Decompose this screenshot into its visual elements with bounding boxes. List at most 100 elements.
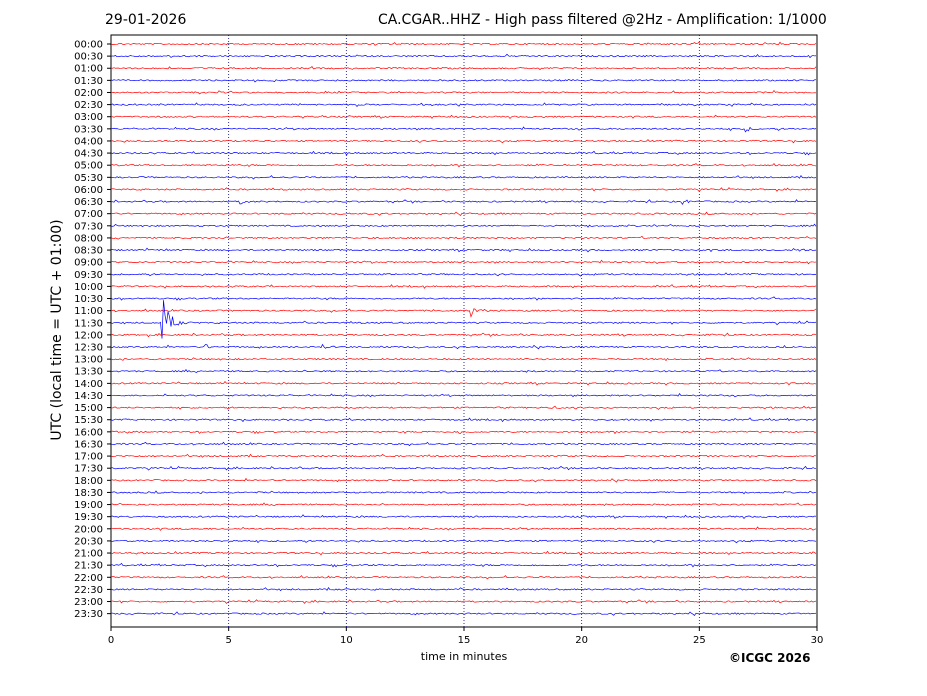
x-tick-label: 30 — [811, 635, 824, 646]
trace-row-0830 — [110, 247, 817, 253]
trace-row-1200 — [110, 332, 817, 338]
trace-row-0900 — [110, 259, 817, 265]
y-tick-label: 19:30 — [74, 512, 103, 523]
trace-row-1230 — [110, 343, 817, 350]
y-tick-label: 20:30 — [74, 536, 103, 547]
y-tick-label: 22:30 — [74, 585, 103, 596]
trace-row-1800 — [110, 477, 817, 483]
y-tick-label: 15:30 — [74, 415, 103, 426]
trace-row-0000 — [110, 41, 817, 46]
trace-row-2300 — [110, 599, 817, 604]
y-tick-label: 06:30 — [74, 197, 103, 208]
y-tick-label: 04:30 — [74, 149, 103, 160]
trace-row-2200 — [110, 575, 817, 580]
trace-row-0700 — [110, 211, 817, 216]
y-tick-label: 02:00 — [74, 88, 103, 99]
trace-row-1930 — [110, 514, 817, 519]
y-tick-label: 21:00 — [74, 549, 103, 560]
trace-row-0600 — [110, 187, 817, 192]
trace-row-0400 — [110, 139, 817, 144]
trace-row-2100 — [110, 550, 817, 556]
y-tick-label: 23:30 — [74, 609, 103, 620]
trace-row-1430 — [110, 393, 817, 398]
y-tick-label: 11:00 — [74, 306, 103, 317]
plot-frame — [110, 34, 818, 628]
trace-row-1400 — [110, 380, 817, 386]
trace-row-2000 — [110, 526, 817, 531]
y-tick-label: 19:00 — [74, 500, 103, 511]
x-tick-label: 10 — [340, 635, 353, 646]
copyright-text: ©ICGC 2026 — [729, 651, 811, 665]
trace-row-0300 — [110, 114, 817, 120]
y-tick-label: 13:30 — [74, 367, 103, 378]
y-tick-label: 18:00 — [74, 476, 103, 487]
trace-row-1300 — [110, 357, 817, 362]
y-tick-label: 12:00 — [74, 330, 103, 341]
y-tick-label: 11:30 — [74, 318, 103, 329]
x-tick-label: 5 — [225, 635, 231, 646]
y-tick-label: 06:00 — [74, 185, 103, 196]
trace-row-2030 — [110, 539, 817, 544]
trace-row-1600 — [110, 430, 817, 435]
y-tick-label: 16:00 — [74, 427, 103, 438]
y-tick-label: 01:00 — [74, 64, 103, 75]
y-tick-label: 07:30 — [74, 221, 103, 232]
trace-row-0230 — [110, 102, 817, 107]
trace-row-0130 — [110, 79, 817, 83]
trace-row-0030 — [110, 53, 817, 59]
trace-row-2130 — [110, 562, 817, 568]
y-tick-label: 02:30 — [74, 100, 103, 111]
trace-row-1130 — [110, 300, 817, 339]
chart-date: 29-01-2026 — [105, 12, 187, 28]
y-tick-label: 00:00 — [74, 40, 103, 51]
y-tick-label: 14:00 — [74, 379, 103, 390]
y-tick-label: 13:00 — [74, 355, 103, 366]
trace-row-1730 — [110, 465, 817, 471]
trace-row-0800 — [110, 235, 817, 240]
trace-row-1000 — [110, 284, 817, 289]
x-tick-label: 15 — [458, 635, 471, 646]
y-tick-label: 00:30 — [74, 52, 103, 63]
y-tick-label: 16:30 — [74, 439, 103, 450]
trace-row-2230 — [110, 587, 817, 592]
y-tick-label: 07:00 — [74, 209, 103, 220]
y-tick-label: 14:30 — [74, 391, 103, 402]
y-tick-label: 17:00 — [74, 452, 103, 463]
y-tick-label: 05:30 — [74, 173, 103, 184]
y-tick-label: 18:30 — [74, 488, 103, 499]
trace-row-1900 — [110, 502, 817, 507]
y-tick-label: 03:30 — [74, 124, 103, 135]
trace-row-0330 — [110, 126, 817, 133]
y-tick-label: 10:00 — [74, 282, 103, 293]
trace-row-0500 — [110, 163, 817, 168]
y-tick-label: 22:00 — [74, 573, 103, 584]
trace-row-1500 — [110, 405, 817, 410]
trace-row-1630 — [110, 441, 817, 447]
y-tick-label: 05:00 — [74, 161, 103, 172]
trace-row-0730 — [110, 223, 817, 228]
trace-row-1330 — [110, 369, 817, 373]
y-tick-label: 20:00 — [74, 524, 103, 535]
trace-row-2330 — [110, 611, 817, 616]
y-tick-label: 01:30 — [74, 76, 103, 87]
chart-title: CA.CGAR..HHZ - High pass filtered @2Hz -… — [378, 12, 827, 28]
y-tick-label: 21:30 — [74, 561, 103, 572]
y-tick-label: 09:30 — [74, 270, 103, 281]
trace-row-0200 — [110, 90, 817, 95]
y-tick-label: 15:00 — [74, 403, 103, 414]
trace-row-0430 — [110, 150, 817, 156]
y-tick-label: 03:00 — [74, 112, 103, 123]
trace-row-1530 — [110, 417, 817, 423]
trace-row-1830 — [110, 490, 817, 495]
x-axis-label: time in minutes — [420, 650, 508, 663]
y-tick-label: 09:00 — [74, 258, 103, 269]
y-tick-label: 08:00 — [74, 233, 103, 244]
x-tick-label: 20 — [575, 635, 588, 646]
y-tick-label: 08:30 — [74, 246, 103, 257]
y-tick-label: 10:30 — [74, 294, 103, 305]
trace-row-0630 — [110, 199, 817, 205]
trace-row-0100 — [110, 66, 817, 71]
x-tick-label: 25 — [693, 635, 706, 646]
trace-row-0930 — [110, 272, 817, 277]
